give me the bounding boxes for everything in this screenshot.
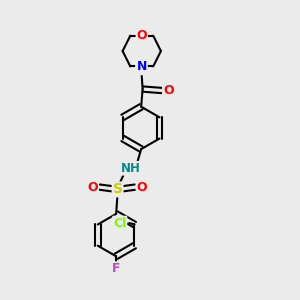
Text: O: O [88, 181, 98, 194]
Text: S: S [112, 182, 123, 197]
Text: O: O [136, 181, 147, 194]
Text: Cl: Cl [113, 217, 126, 230]
Text: O: O [163, 84, 174, 97]
Text: N: N [136, 61, 146, 74]
Text: F: F [112, 262, 120, 275]
Text: N: N [136, 60, 147, 73]
Text: NH: NH [121, 162, 141, 175]
Text: O: O [136, 29, 147, 42]
